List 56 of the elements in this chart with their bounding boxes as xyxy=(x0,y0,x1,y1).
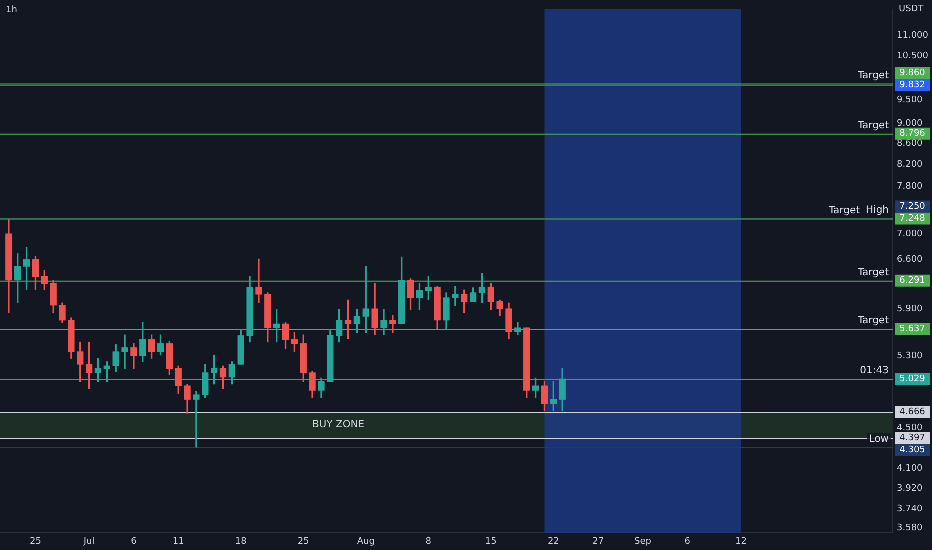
annotation: Target xyxy=(828,205,860,216)
y-tick-label: 9.500 xyxy=(897,95,924,106)
ref-line-label: 9.832 xyxy=(900,80,926,90)
ref-line-label: 8.796 xyxy=(900,129,926,140)
ref-line-label: 7.248 xyxy=(900,214,926,224)
x-tick-label: 6 xyxy=(131,536,138,547)
annotation: Target xyxy=(857,316,890,327)
y-tick-label: 4.100 xyxy=(897,464,924,474)
ref-line-label: 4.666 xyxy=(900,407,926,418)
x-tick-label: 11 xyxy=(172,536,184,547)
x-tick-label: 22 xyxy=(548,536,560,547)
y-tick-label: 10.500 xyxy=(897,51,929,62)
candlestick xyxy=(256,258,262,304)
chart-title: 1h xyxy=(6,5,18,16)
y-tick-label: 3.920 xyxy=(897,484,924,494)
x-tick-label: 15 xyxy=(485,536,497,547)
x-tick-label: 12 xyxy=(735,536,747,547)
y-tick-label: 3.740 xyxy=(897,504,924,514)
y-tick-label: 5.300 xyxy=(897,351,924,362)
y-axis-title: USDT xyxy=(899,4,924,14)
y-tick-label: 8.600 xyxy=(897,139,924,150)
annotation: Target xyxy=(857,70,890,82)
ref-line-label: 6.291 xyxy=(900,276,926,286)
y-tick-label: 8.200 xyxy=(897,160,924,170)
annotation: Low xyxy=(869,434,889,445)
ref-line-label: 5.029 xyxy=(900,374,926,384)
x-tick-label: 25 xyxy=(298,536,310,547)
y-tick-label: 7.800 xyxy=(897,182,924,192)
ref-line-label: 4.305 xyxy=(900,445,926,456)
y-tick-label: 4.500 xyxy=(897,423,924,434)
y-tick-label: 11.000 xyxy=(897,31,929,42)
ref-line-label: 4.397 xyxy=(900,433,926,444)
x-tick-label: 8 xyxy=(426,536,432,547)
band-label: BUY ZONE xyxy=(312,420,365,431)
x-tick-label: Sep xyxy=(634,536,652,547)
ref-line-label: 7.250 xyxy=(900,202,926,212)
y-tick-label: 7.000 xyxy=(897,229,924,240)
annotation: Target xyxy=(857,267,890,278)
y-tick-label: 6.600 xyxy=(897,255,924,266)
ref-line-label: 5.637 xyxy=(900,324,926,334)
y-tick-label: 3.580 xyxy=(897,524,924,534)
x-tick-label: Jul xyxy=(82,536,95,547)
candlestick xyxy=(452,286,459,306)
y-tick-label: 9.000 xyxy=(897,119,924,130)
annotation: Target xyxy=(857,120,890,132)
x-tick-label: 18 xyxy=(235,536,248,547)
ref-line-label: 9.860 xyxy=(900,68,926,78)
candlestick xyxy=(122,334,128,370)
x-tick-label: 6 xyxy=(684,536,691,547)
candlestick xyxy=(193,391,200,448)
x-tick-label: 27 xyxy=(592,536,604,547)
annotation: High xyxy=(866,205,889,216)
x-tick-label: Aug xyxy=(357,536,375,547)
annotation: 01:43 xyxy=(860,366,889,377)
y-tick-label: 5.900 xyxy=(897,304,924,314)
x-tick-label: 25 xyxy=(30,536,42,547)
